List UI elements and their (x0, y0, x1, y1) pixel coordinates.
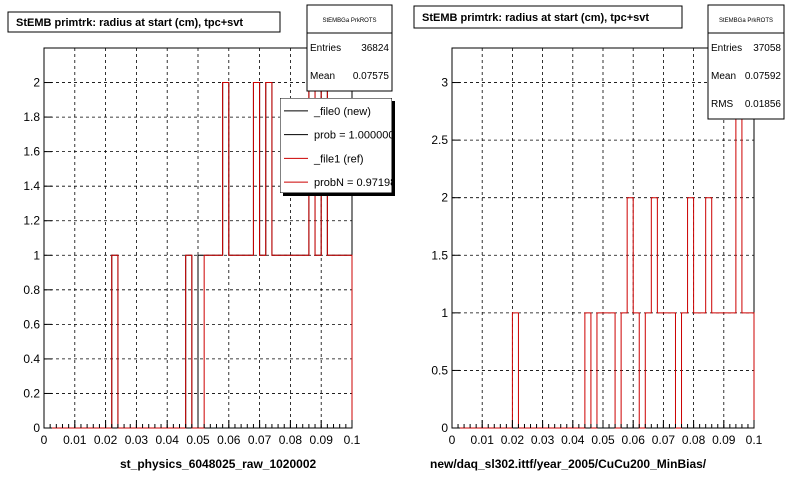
stats-value: 0.07592 (745, 71, 782, 82)
y-tick-label: 1 (33, 248, 40, 262)
x-tick-label: 0.02 (501, 433, 525, 447)
y-tick-label: 0.6 (23, 317, 40, 331)
x-tick-label: 0.03 (531, 433, 555, 447)
stats-value: 37058 (753, 43, 781, 54)
legend-entry: probN = 0.97198 (314, 177, 396, 189)
y-tick-label: 1.4 (23, 179, 40, 193)
x-tick-label: 0.1 (746, 433, 763, 447)
y-axis: 0 0.2 0.4 0.6 0.8 1 1.2 1.4 1.6 1.8 2 (23, 76, 52, 435)
stats-label: Entries (310, 43, 341, 54)
y-tick-label: 0.4 (23, 352, 40, 366)
x-tick-label: 0.05 (591, 433, 615, 447)
histogram-series-1 (452, 82, 755, 429)
stats-box (707, 4, 785, 120)
stats-label: RMS (711, 99, 734, 110)
x-tick-label: 0 (41, 433, 48, 447)
x-tick-label: 0.07 (248, 433, 272, 447)
legend-entry: prob = 1.000000 (314, 130, 394, 142)
x-tick-label: 0.01 (471, 433, 495, 447)
x-axis: 0 0.01 0.02 0.03 0.04 0.05 0.06 0.07 0.08 0.09 0.1 (449, 420, 763, 447)
chart-title: StEMB primtrk: radius at start (cm), tpc… (422, 12, 649, 24)
x-tick-label: 0.08 (279, 433, 303, 447)
y-tick-label: 0.8 (23, 283, 40, 297)
legend-entry: _file1 (ref) (313, 153, 364, 165)
y-tick-label: 0 (33, 421, 40, 435)
stats-title: StEMBGa PrkROTS (322, 18, 376, 24)
histogram-panel-2: 0 0.01 0.02 0.03 0.04 0.05 0.06 0.07 0.08 0.09 0.1… (413, 4, 785, 471)
legend: _file0 (new) prob = 1.000000 _file1 (ref) p… (280, 98, 396, 193)
y-tick-label: 1.6 (23, 145, 40, 159)
y-tick-label: 1.5 (431, 248, 448, 262)
histogram-panel-1: 0 0.01 0.02 0.03 0.04 0.05 0.06 0.07 0.08 0.09 0.1… (7, 4, 396, 471)
stats-value: 0.01856 (745, 99, 782, 110)
stats-value: 36824 (361, 43, 389, 54)
y-tick-label: 2 (441, 191, 448, 205)
x-tick-label: 0.05 (186, 433, 210, 447)
y-tick-label: 0.2 (23, 386, 40, 400)
x-tick-label: 0.09 (712, 433, 736, 447)
y-tick-label: 1 (441, 306, 448, 320)
y-tick-label: 0.5 (431, 363, 448, 377)
stats-label: Entries (711, 43, 742, 54)
y-tick-label: 2 (33, 76, 40, 90)
stats-label: Mean (711, 71, 736, 82)
title-box (7, 11, 281, 33)
x-tick-label: 0.07 (652, 433, 676, 447)
stats-box (306, 4, 393, 92)
y-tick-label: 2.5 (431, 133, 448, 147)
y-tick-label: 0 (441, 421, 448, 435)
x-tick-label: 0.04 (561, 433, 585, 447)
x-tick-label: 0.06 (622, 433, 646, 447)
legend-box (280, 98, 392, 193)
x-axis: 0 0.01 0.02 0.03 0.04 0.05 0.06 0.07 0.08 0.09 0.1 (41, 420, 361, 447)
plot-frame (451, 47, 755, 429)
y-tick-label: 1.8 (23, 110, 40, 124)
x-axis-label: new/daq_sl302.ittf/year_2005/CuCu200_Min… (430, 457, 707, 471)
x-tick-label: 0.09 (310, 433, 334, 447)
x-tick-label: 0.03 (125, 433, 149, 447)
x-tick-label: 0.1 (344, 433, 361, 447)
legend-entry: _file0 (new) (313, 106, 371, 118)
x-axis-label: st_physics_6048025_raw_1020002 (120, 457, 316, 471)
x-tick-label: 0.04 (156, 433, 180, 447)
stats-label: Mean (310, 71, 335, 82)
x-tick-label: 0.06 (217, 433, 241, 447)
stats-value: 0.07575 (353, 71, 390, 82)
x-tick-label: 0.02 (94, 433, 118, 447)
y-axis: 0 0.5 1 1.5 2 2.5 3 (431, 76, 460, 435)
stats-title: StEMBGa PrkROTS (719, 18, 773, 24)
y-tick-label: 1.2 (23, 214, 40, 228)
x-tick-label: 0.08 (682, 433, 706, 447)
x-tick-label: 0 (449, 433, 456, 447)
x-tick-label: 0.01 (63, 433, 87, 447)
title-box (413, 5, 683, 29)
chart-title: StEMB primtrk: radius at start (cm), tpc… (16, 17, 243, 29)
y-tick-label: 3 (441, 76, 448, 90)
